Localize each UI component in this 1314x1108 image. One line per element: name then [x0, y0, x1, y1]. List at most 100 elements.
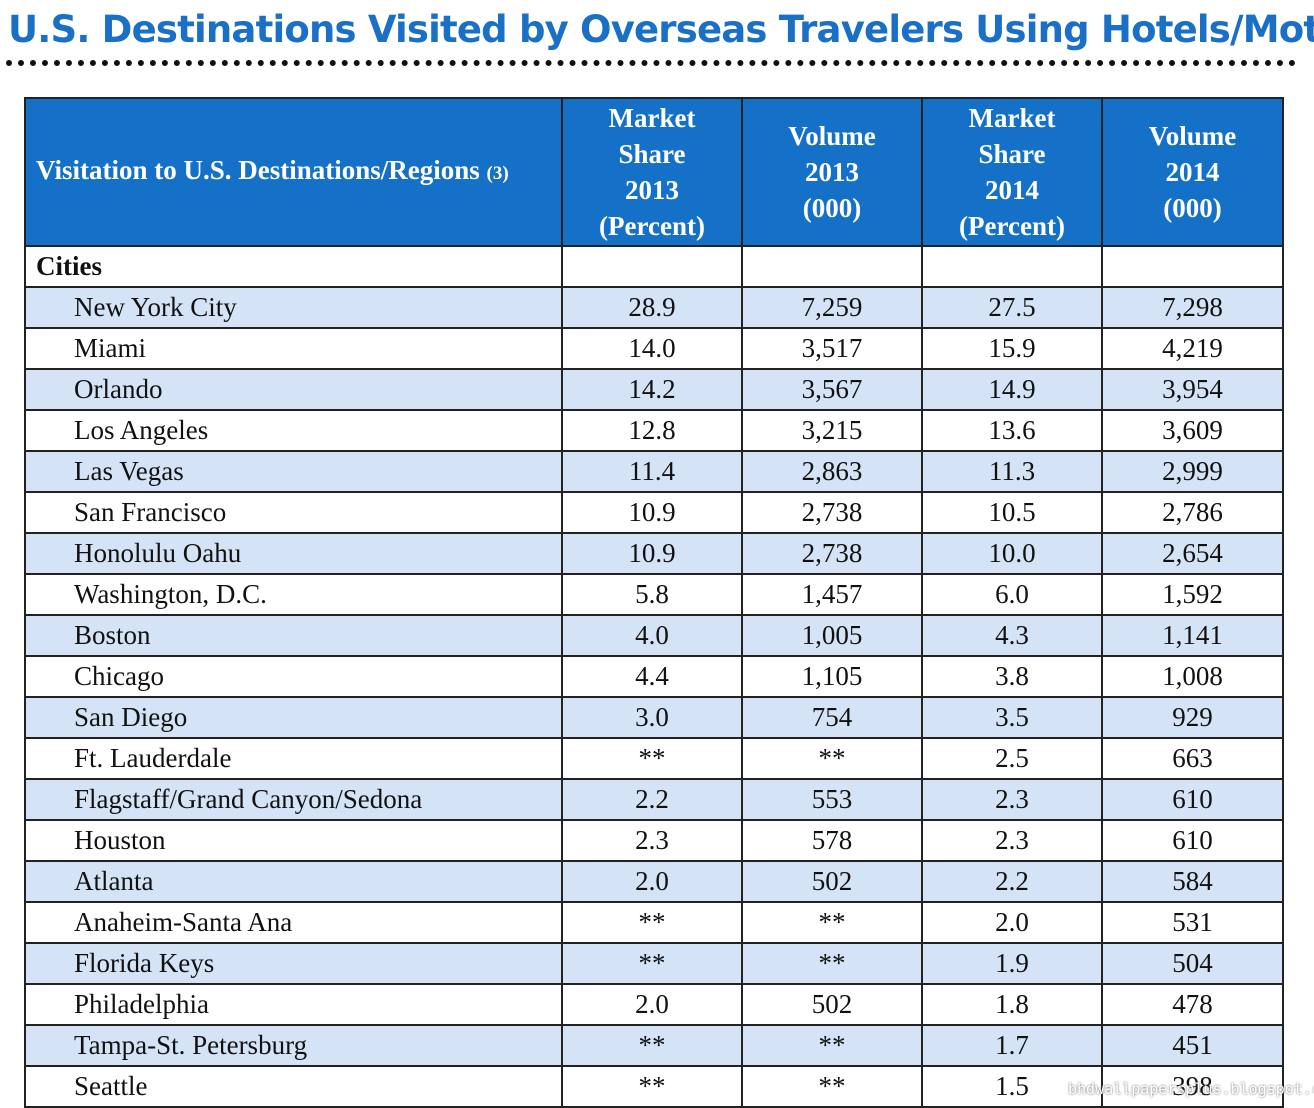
cell: 7,298	[1101, 286, 1284, 329]
cell: 3.5	[921, 696, 1103, 739]
cell: 2.2	[921, 860, 1103, 903]
header-row: Visitation to U.S. Destinations/Regions …	[24, 97, 1284, 247]
cell: 10.5	[921, 491, 1103, 534]
cell: 584	[1101, 860, 1284, 903]
header-line: (000)	[802, 193, 862, 223]
header-line: 2013	[625, 175, 679, 205]
header-line: Visitation to U.S. Destinations/Regions	[36, 155, 480, 185]
header-line: 2014	[985, 175, 1039, 205]
header-line: 2013	[805, 157, 859, 187]
cell: 5.8	[561, 573, 743, 616]
empty-cell	[741, 245, 923, 288]
table-row: Los Angeles 12.8 3,215 13.6 3,609	[24, 409, 1284, 452]
cell: 7,259	[741, 286, 923, 329]
section-row: Cities	[24, 245, 1284, 288]
cell: 1.9	[921, 942, 1103, 985]
row-label: Seattle	[24, 1065, 563, 1108]
data-table: Visitation to U.S. Destinations/Regions …	[24, 97, 1284, 1108]
cell: 478	[1101, 983, 1284, 1026]
header-line: Share	[618, 139, 686, 169]
column-header: Visitation to U.S. Destinations/Regions …	[24, 97, 563, 247]
cell: 2,738	[741, 532, 923, 575]
cell: 2.2	[561, 778, 743, 821]
row-label: San Francisco	[24, 491, 563, 534]
empty-cell	[1101, 245, 1284, 288]
row-label: Boston	[24, 614, 563, 657]
row-label: Tampa-St. Petersburg	[24, 1024, 563, 1067]
cell: 1,141	[1101, 614, 1284, 657]
cell: **	[741, 1024, 923, 1067]
dotted-rule	[6, 60, 1296, 66]
row-label: Miami	[24, 327, 563, 370]
cell: 2,738	[741, 491, 923, 534]
cell: 610	[1101, 819, 1284, 862]
watermark: bhdwallpapersplus.blogspot.com	[1068, 1080, 1314, 1098]
cell: 531	[1101, 901, 1284, 944]
table-row: Washington, D.C. 5.8 1,457 6.0 1,592	[24, 573, 1284, 616]
header-line: Share	[978, 139, 1046, 169]
cell: 2.0	[561, 860, 743, 903]
table-row: Miami 14.0 3,517 15.9 4,219	[24, 327, 1284, 370]
cell: 28.9	[561, 286, 743, 329]
table-row: Ft. Lauderdale ** ** 2.5 663	[24, 737, 1284, 780]
header-line: Volume	[788, 121, 876, 151]
table-row: Chicago 4.4 1,105 3.8 1,008	[24, 655, 1284, 698]
cell: 3,517	[741, 327, 923, 370]
row-label: Los Angeles	[24, 409, 563, 452]
row-label: New York City	[24, 286, 563, 329]
cell: **	[561, 1065, 743, 1108]
cell: 13.6	[921, 409, 1103, 452]
row-label: Honolulu Oahu	[24, 532, 563, 575]
row-label: Las Vegas	[24, 450, 563, 493]
table-row: Anaheim-Santa Ana ** ** 2.0 531	[24, 901, 1284, 944]
cell: 4.4	[561, 655, 743, 698]
column-header: Market Share 2013 (Percent)	[561, 97, 743, 247]
cell: 1,592	[1101, 573, 1284, 616]
cell: 14.2	[561, 368, 743, 411]
cell: 15.9	[921, 327, 1103, 370]
cell: 1.8	[921, 983, 1103, 1026]
cell: 1.5	[921, 1065, 1103, 1108]
cell: 663	[1101, 737, 1284, 780]
table-row: Florida Keys ** ** 1.9 504	[24, 942, 1284, 985]
cell: 27.5	[921, 286, 1103, 329]
table-row: Houston 2.3 578 2.3 610	[24, 819, 1284, 862]
header-line: (Percent)	[599, 211, 705, 241]
row-label: Atlanta	[24, 860, 563, 903]
cell: 10.9	[561, 491, 743, 534]
cell: **	[741, 737, 923, 780]
cell: 502	[741, 860, 923, 903]
cell: 2,786	[1101, 491, 1284, 534]
row-label: Orlando	[24, 368, 563, 411]
cell: 4,219	[1101, 327, 1284, 370]
cell: 2.0	[921, 901, 1103, 944]
table-row: Las Vegas 11.4 2,863 11.3 2,999	[24, 450, 1284, 493]
row-label: Anaheim-Santa Ana	[24, 901, 563, 944]
cell: 14.0	[561, 327, 743, 370]
header-line: 2014	[1165, 157, 1220, 187]
table-row: Orlando 14.2 3,567 14.9 3,954	[24, 368, 1284, 411]
cell: 2.3	[921, 778, 1103, 821]
cell: 3,215	[741, 409, 923, 452]
cell: 11.3	[921, 450, 1103, 493]
row-label: Chicago	[24, 655, 563, 698]
cell: 1,008	[1101, 655, 1284, 698]
cell: 1,005	[741, 614, 923, 657]
title: U.S. Destinations Visited by Overseas Tr…	[8, 8, 1314, 51]
table-row: Tampa-St. Petersburg ** ** 1.7 451	[24, 1024, 1284, 1067]
table-row: Seattle ** ** 1.5 398	[24, 1065, 1284, 1108]
cell: 12.8	[561, 409, 743, 452]
column-header: Volume 2014 (000)	[1101, 97, 1284, 247]
row-label: Houston	[24, 819, 563, 862]
table-row: Flagstaff/Grand Canyon/Sedona 2.2 553 2.3 61…	[24, 778, 1284, 821]
cell: 502	[741, 983, 923, 1026]
table-row: Honolulu Oahu 10.9 2,738 10.0 2,654	[24, 532, 1284, 575]
cell: 398	[1101, 1065, 1284, 1108]
header-line: (Percent)	[959, 211, 1065, 241]
cell: 11.4	[561, 450, 743, 493]
table-row: Philadelphia 2.0 502 1.8 478	[24, 983, 1284, 1026]
cell: 3,609	[1101, 409, 1284, 452]
table-row: Atlanta 2.0 502 2.2 584	[24, 860, 1284, 903]
